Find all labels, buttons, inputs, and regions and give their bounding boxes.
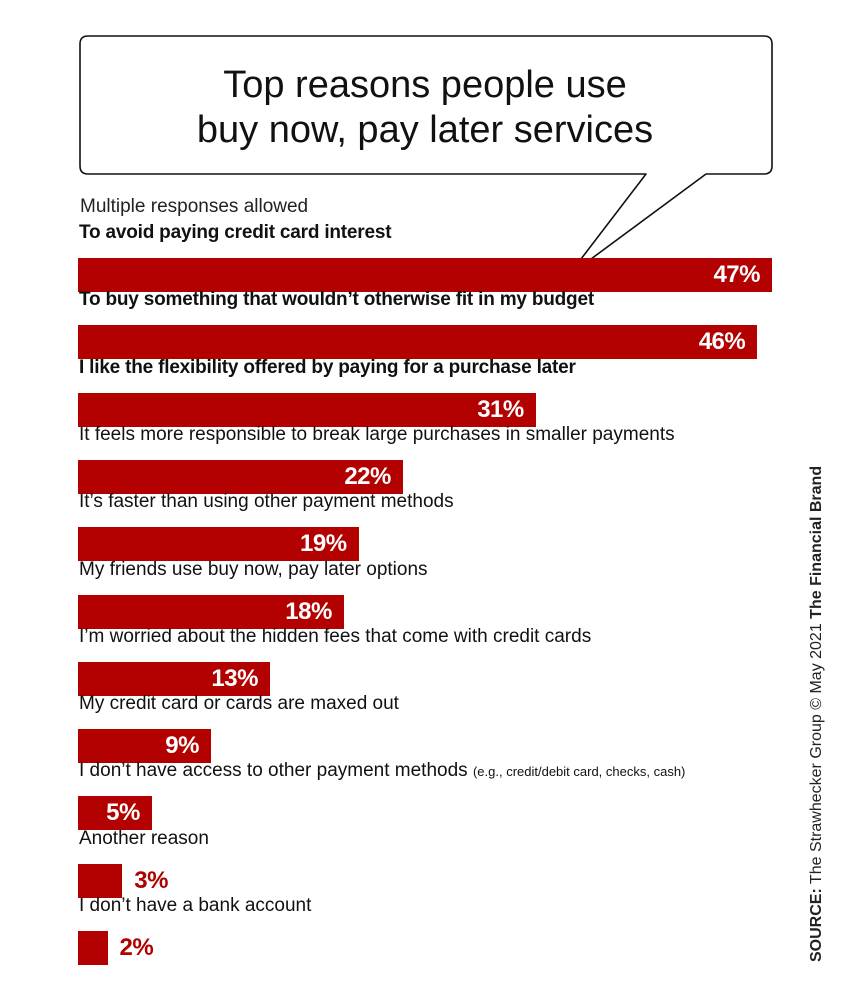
category-label-text: To buy something that wouldn’t otherwise… [79,289,594,310]
source-credit: SOURCE: The Strawhecker Group © May 2021… [808,466,826,962]
category-label: My friends use buy now, pay later option… [79,559,428,581]
bar [78,393,536,427]
bar-value-label: 22% [344,463,391,490]
bar-value-label: 3% [134,867,168,894]
bar [78,729,211,763]
chart-subtitle: Multiple responses allowed [80,196,309,217]
category-label: I don’t have a bank account [79,895,311,917]
category-label: I’m worried about the hidden fees that c… [79,626,591,648]
bar [78,662,270,696]
speech-bubble [79,35,773,277]
source-brand: The Financial Brand [808,465,825,619]
category-label-text: My credit card or cards are maxed out [79,693,399,714]
category-label: I don’t have access to other payment met… [79,760,685,782]
category-label-text: I like the flexibility offered by paying… [79,357,576,378]
bar-value-label: 47% [713,261,760,288]
bar-value-label: 9% [165,732,199,759]
category-label-text: I don’t have access to other payment met… [79,760,468,781]
category-label: It feels more responsible to break large… [79,424,675,446]
category-label-text: I’m worried about the hidden fees that c… [79,626,592,647]
bar [78,460,403,494]
bar-value-label: 31% [477,396,524,423]
category-label-text: It feels more responsible to break large… [79,424,675,445]
category-label: To buy something that wouldn’t otherwise… [79,289,594,311]
bar [78,864,123,898]
chart-title-line-2: buy now, pay later services [196,109,654,151]
bar [78,595,344,629]
bar [78,325,758,359]
category-label-note: (e.g., credit/debit card, checks, cash) [472,764,686,779]
bar-value-label: 2% [119,934,154,961]
category-label: I like the flexibility offered by paying… [79,357,576,379]
category-label: To avoid paying credit card interest [79,222,392,244]
category-label: It’s faster than using other payment met… [79,491,454,513]
category-label-text: To avoid paying credit card interest [79,222,392,243]
category-label: Another reason [79,828,209,850]
category-label-text: I don’t have a bank account [79,895,312,916]
bar-value-label: 19% [300,530,347,557]
category-label-text: My friends use buy now, pay later option… [79,559,428,580]
bar [78,931,108,965]
category-label-text: Another reason [79,828,209,849]
bar-value-label: 18% [285,598,332,625]
bar [78,527,359,561]
bar-value-label: 46% [698,328,746,355]
source-label: SOURCE: [808,888,825,962]
source-text: The Strawhecker Group © May 2021 [808,618,825,889]
category-label: My credit card or cards are maxed out [79,693,399,715]
chart-title-line-1: Top reasons people use [223,64,627,106]
bar [78,796,152,830]
category-label-text: It’s faster than using other payment met… [79,491,454,512]
bar [78,258,772,292]
bar-value-label: 13% [211,665,258,692]
bar-value-label: 5% [106,799,140,826]
